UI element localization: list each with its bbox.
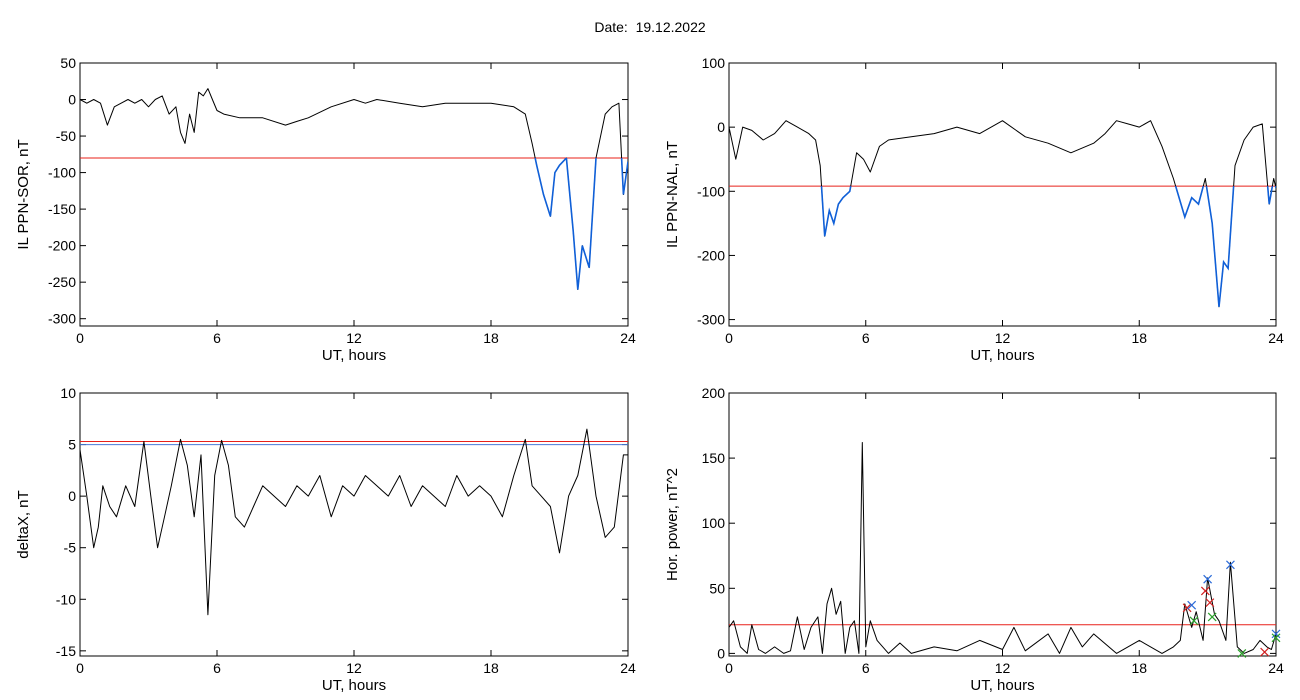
x-axis-label: UT, hours — [970, 677, 1034, 694]
series-line — [79, 88, 629, 290]
x-tick-label: 18 — [483, 330, 499, 346]
series-line — [728, 120, 1277, 308]
data-marker — [1189, 616, 1199, 626]
plot-frame — [79, 62, 629, 327]
x-axis-label: UT, hours — [970, 347, 1034, 364]
data-marker — [1182, 603, 1192, 613]
y-tick-label: -15 — [56, 643, 76, 659]
data-marker — [1200, 586, 1210, 596]
page-title: Date: 19.12.2022 — [594, 19, 706, 35]
plot-frame — [728, 62, 1277, 327]
y-tick-label: -150 — [48, 201, 76, 217]
y-tick-label: -200 — [48, 238, 76, 254]
y-tick-label: -10 — [56, 591, 76, 607]
x-axis-label: UT, hours — [322, 347, 386, 364]
x-tick-label: 12 — [995, 660, 1011, 676]
chart-panel-4: 200 150 100 50 00 6 12 18 24 UT, hours Hor. power,… — [664, 385, 1284, 694]
x-tick-label: 24 — [620, 660, 636, 676]
x-tick-label: 0 — [725, 330, 733, 346]
data-marker — [1225, 560, 1235, 570]
y-tick-label: 100 — [702, 55, 726, 71]
x-tick-label: 6 — [213, 660, 221, 676]
x-tick-label: 0 — [76, 330, 84, 346]
y-tick-label: 0 — [68, 488, 76, 504]
y-tick-label: -5 — [64, 540, 77, 556]
data-marker — [1260, 647, 1270, 657]
y-tick-label: 0 — [717, 119, 725, 135]
x-tick-label: 0 — [725, 660, 733, 676]
x-tick-label: 12 — [346, 330, 362, 346]
series-line — [728, 442, 1277, 654]
y-axis-label: IL PPN-SOR, nT — [15, 139, 32, 249]
y-tick-label: 10 — [60, 385, 76, 401]
data-marker — [1237, 648, 1247, 658]
data-marker — [1187, 600, 1197, 610]
x-tick-label: 6 — [862, 330, 870, 346]
data-marker — [1203, 574, 1213, 584]
y-axis-label: deltaX, nT — [15, 490, 32, 558]
series-below-threshold — [820, 186, 1276, 307]
plot-frame — [79, 392, 629, 657]
y-axis-label: IL PPN-NAL, nT — [664, 141, 681, 248]
data-marker — [1207, 612, 1217, 622]
x-tick-label: 6 — [862, 660, 870, 676]
series-line — [79, 428, 628, 616]
y-tick-label: 50 — [709, 580, 725, 596]
y-tick-label: 150 — [702, 450, 726, 466]
y-tick-label: -100 — [697, 183, 725, 199]
y-tick-label: 100 — [702, 515, 726, 531]
y-tick-label: -250 — [48, 274, 76, 290]
y-tick-label: 0 — [717, 645, 725, 661]
series-below-threshold — [534, 157, 628, 290]
x-tick-label: 6 — [213, 330, 221, 346]
y-tick-label: -200 — [697, 247, 725, 263]
y-tick-label: -100 — [48, 165, 76, 181]
x-tick-label: 18 — [483, 660, 499, 676]
x-tick-label: 24 — [1268, 330, 1284, 346]
data-marker — [1271, 633, 1281, 643]
x-tick-label: 18 — [1131, 660, 1147, 676]
x-tick-label: 24 — [1268, 660, 1284, 676]
y-tick-label: -300 — [697, 312, 725, 328]
y-tick-label: 200 — [702, 385, 726, 401]
data-marker — [1205, 598, 1215, 608]
data-marker — [1271, 629, 1281, 639]
x-tick-label: 12 — [346, 660, 362, 676]
y-tick-label: 5 — [68, 437, 76, 453]
x-tick-label: 12 — [995, 330, 1011, 346]
x-tick-label: 24 — [620, 330, 636, 346]
x-axis-label: UT, hours — [322, 677, 386, 694]
y-tick-label: -300 — [48, 311, 76, 327]
plot-frame — [728, 392, 1277, 657]
x-tick-label: 18 — [1131, 330, 1147, 346]
y-axis-label: Hor. power, nT^2 — [664, 468, 681, 581]
y-tick-label: 0 — [68, 92, 76, 108]
y-tick-label: -50 — [56, 128, 76, 144]
x-tick-label: 0 — [76, 660, 84, 676]
y-tick-label: 50 — [60, 55, 76, 71]
